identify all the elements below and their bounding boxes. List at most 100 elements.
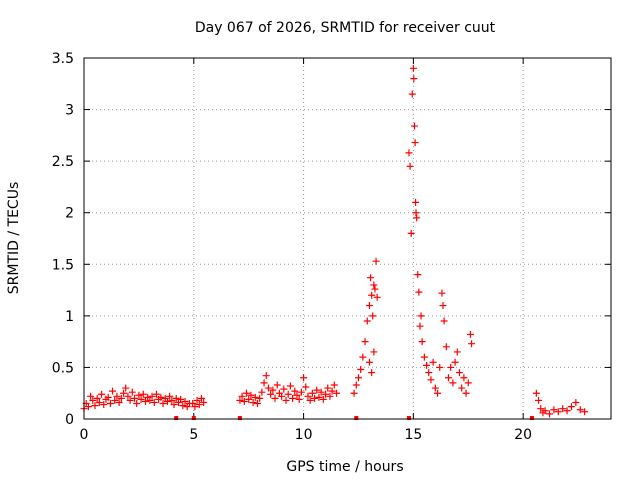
- data-point-marker: [172, 394, 180, 402]
- data-point-marker: [466, 330, 474, 338]
- data-point-marker: [453, 348, 461, 356]
- data-point-marker: [181, 397, 189, 405]
- x-tick-label: 10: [295, 427, 313, 443]
- data-point-marker: [282, 396, 290, 404]
- data-point-marker: [157, 393, 165, 401]
- data-point-marker: [293, 391, 301, 399]
- data-point-marker: [361, 338, 369, 346]
- data-point-marker: [193, 396, 201, 404]
- data-point-marker: [369, 312, 377, 320]
- data-point-marker: [462, 389, 470, 397]
- data-point-marker: [258, 388, 266, 396]
- data-point-marker: [431, 384, 439, 392]
- data-point-marker: [333, 389, 341, 397]
- y-axis-label: SRMTID / TECUs: [6, 182, 22, 295]
- data-point-marker: [302, 383, 310, 391]
- data-point-marker: [352, 381, 360, 389]
- data-point-marker: [328, 387, 336, 395]
- data-point-marker: [308, 389, 316, 397]
- data-point-marker: [137, 395, 145, 403]
- data-point-marker: [177, 395, 185, 403]
- zero-marker: [529, 416, 534, 420]
- data-point-marker: [117, 394, 125, 402]
- data-point-marker: [253, 400, 261, 408]
- data-point-marker: [289, 394, 297, 402]
- data-point-marker: [148, 392, 156, 400]
- zero-marker: [237, 416, 242, 420]
- data-point-marker: [370, 281, 378, 289]
- data-point-marker: [236, 396, 244, 404]
- x-tick-label: 0: [80, 427, 89, 443]
- data-point-marker: [458, 384, 466, 392]
- data-point-marker: [410, 122, 418, 130]
- data-point-marker: [418, 338, 426, 346]
- x-tick-label: 20: [514, 427, 532, 443]
- data-point-marker: [271, 394, 279, 402]
- data-point-marker: [468, 340, 476, 348]
- y-tick-label: 2.5: [52, 154, 74, 170]
- zero-marker: [174, 416, 179, 420]
- data-point-marker: [264, 384, 272, 392]
- data-point-marker: [445, 374, 453, 382]
- data-point-marker: [407, 229, 415, 237]
- x-axis-label: GPS time / hours: [286, 459, 403, 475]
- data-point-marker: [429, 358, 437, 366]
- data-point-marker: [280, 385, 288, 393]
- data-point-marker: [537, 405, 545, 413]
- data-point-marker: [168, 396, 176, 404]
- data-point-marker: [297, 388, 305, 396]
- data-point-marker: [365, 358, 373, 366]
- data-point-marker: [411, 139, 419, 147]
- data-point-marker: [313, 386, 321, 394]
- data-point-marker: [238, 392, 246, 400]
- data-point-marker: [451, 358, 459, 366]
- grid-lines: [84, 58, 611, 419]
- data-point-marker: [409, 64, 417, 72]
- data-point-marker: [260, 379, 268, 387]
- data-point-marker: [554, 408, 562, 416]
- data-point-marker: [269, 386, 277, 394]
- data-point-marker: [425, 369, 433, 377]
- data-point-marker: [262, 372, 270, 380]
- data-point-marker: [200, 398, 208, 406]
- data-point-marker: [326, 392, 334, 400]
- data-point-marker: [406, 162, 414, 170]
- data-point-marker: [106, 400, 114, 408]
- data-point-marker: [350, 389, 358, 397]
- data-point-marker: [567, 403, 575, 411]
- data-points: [80, 64, 589, 420]
- data-point-marker: [417, 312, 425, 320]
- y-tick-label: 1: [65, 309, 74, 325]
- data-point-marker: [413, 214, 421, 222]
- data-point-marker: [442, 343, 450, 351]
- data-point-marker: [434, 389, 442, 397]
- y-tick-label: 3: [65, 103, 74, 119]
- y-tick-label: 0: [65, 412, 74, 428]
- data-point-marker: [295, 395, 303, 403]
- data-point-marker: [152, 390, 160, 398]
- data-point-marker: [273, 381, 281, 389]
- data-point-marker: [447, 363, 455, 371]
- data-point-marker: [354, 374, 362, 382]
- data-point-marker: [135, 391, 143, 399]
- data-point-marker: [535, 396, 543, 404]
- data-point-marker: [87, 392, 95, 400]
- data-point-marker: [317, 388, 325, 396]
- data-point-marker: [436, 363, 444, 371]
- zero-marker: [354, 416, 359, 420]
- data-point-marker: [546, 410, 554, 418]
- data-point-marker: [104, 393, 112, 401]
- zero-marker: [406, 416, 411, 420]
- data-point-marker: [170, 401, 178, 409]
- y-tick-label: 2: [65, 206, 74, 222]
- data-point-marker: [306, 396, 314, 404]
- data-point-marker: [146, 396, 154, 404]
- data-point-marker: [576, 406, 584, 414]
- data-point-marker: [84, 403, 92, 411]
- data-point-marker: [131, 394, 139, 402]
- data-point-marker: [415, 288, 423, 296]
- data-point-marker: [420, 353, 428, 361]
- data-point-marker: [242, 389, 250, 397]
- data-point-marker: [284, 390, 292, 398]
